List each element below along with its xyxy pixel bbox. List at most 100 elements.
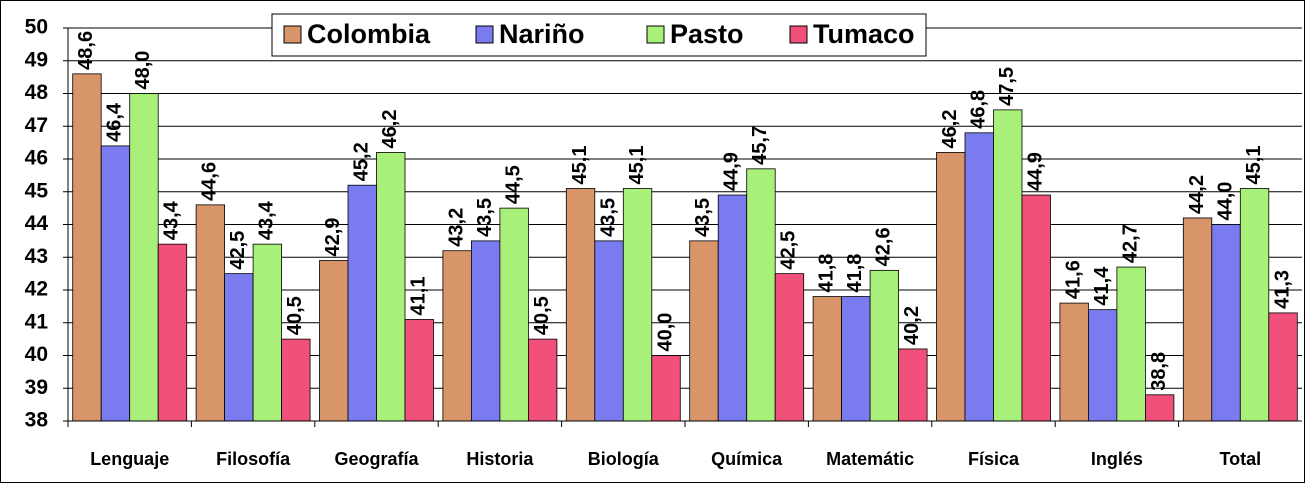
bar	[224, 273, 254, 422]
y-tick-label: 38	[25, 409, 49, 432]
value-label: 44,9	[1025, 152, 1047, 191]
value-label: 42,9	[322, 218, 344, 257]
bar	[1116, 266, 1146, 422]
value-label: 40,0	[654, 313, 676, 352]
y-tick-label: 45	[25, 179, 49, 202]
bar	[252, 243, 283, 422]
bar	[404, 319, 434, 422]
bar	[1268, 312, 1298, 422]
bar	[129, 93, 159, 422]
bar	[1145, 394, 1175, 422]
bar	[1182, 217, 1213, 422]
y-tick-label: 40	[25, 343, 48, 366]
bar	[594, 240, 624, 422]
bar	[565, 188, 596, 422]
legend-box	[271, 13, 927, 57]
x-tick-label: Geografía	[334, 449, 419, 469]
value-label: 42,6	[873, 227, 895, 266]
bar	[157, 243, 188, 422]
value-label: 40,5	[284, 296, 306, 335]
bar	[717, 194, 748, 422]
value-label: 48,6	[75, 31, 97, 70]
value-label: 41,8	[844, 254, 866, 293]
bar	[1239, 188, 1270, 422]
value-label: 38,8	[1148, 352, 1170, 391]
value-label: 44,0	[1214, 182, 1236, 221]
value-label: 42,5	[778, 231, 800, 270]
y-tick-label: 43	[25, 245, 48, 268]
bar	[442, 250, 472, 422]
value-label: 41,8	[816, 254, 838, 293]
bar	[622, 188, 653, 422]
value-label: 48,0	[132, 51, 154, 90]
value-label: 41,1	[408, 277, 430, 316]
value-label: 46,2	[939, 110, 961, 149]
y-tick-label: 39	[25, 376, 48, 399]
bar	[898, 348, 928, 422]
legend: Colombia Nariño Pasto Tumaco	[271, 13, 927, 57]
value-label: 44,2	[1186, 175, 1208, 214]
bar	[869, 269, 899, 422]
legend-label: Colombia	[307, 19, 431, 49]
y-tick-label: 41	[25, 310, 49, 333]
value-label: 45,1	[569, 146, 591, 185]
bar	[319, 260, 349, 422]
value-label: 43,4	[256, 200, 278, 240]
y-tick-label: 50	[25, 16, 48, 39]
legend-swatch	[283, 25, 302, 44]
legend-label: Tumaco	[813, 19, 915, 49]
bar	[1088, 309, 1118, 422]
legend-swatch	[646, 25, 665, 44]
bar	[499, 207, 529, 422]
value-label: 45,2	[351, 142, 373, 181]
bar	[1059, 302, 1089, 422]
y-tick-label: 49	[25, 48, 48, 71]
y-tick-label: 44	[25, 212, 49, 235]
value-label: 43,5	[597, 198, 619, 237]
value-label: 46,2	[379, 110, 401, 149]
legend-label: Pasto	[670, 19, 744, 49]
x-tick-label: Historia	[466, 449, 534, 469]
value-label: 47,5	[996, 67, 1018, 106]
y-tick-label: 46	[25, 147, 48, 170]
bar	[841, 296, 871, 422]
bar	[1211, 224, 1241, 422]
x-tick-label: Física	[968, 449, 1020, 469]
x-tick-label: Química	[711, 449, 783, 469]
bar	[774, 273, 805, 422]
x-tick-label: Matemátic	[826, 449, 914, 469]
value-label: 43,2	[445, 208, 467, 247]
value-label: 43,4	[161, 200, 183, 240]
value-label: 44,6	[199, 162, 221, 201]
bar	[993, 109, 1023, 422]
value-label: 42,7	[1119, 224, 1141, 263]
value-label: 41,3	[1271, 270, 1293, 309]
bar	[651, 355, 681, 422]
x-tick-label: Biología	[588, 449, 660, 469]
x-tick-label: Filosofía	[216, 449, 291, 469]
y-tick-label: 47	[25, 114, 48, 137]
legend-swatch	[789, 25, 808, 44]
value-label: 45,7	[749, 126, 771, 165]
value-label: 40,2	[901, 306, 923, 345]
value-label: 43,5	[692, 198, 714, 237]
bar	[936, 152, 966, 422]
bar	[528, 338, 558, 422]
x-tick-label: Lenguaje	[90, 449, 169, 469]
value-label: 40,5	[531, 296, 553, 335]
value-label: 44,9	[721, 152, 743, 191]
value-label: 45,1	[1243, 146, 1265, 185]
bar	[470, 240, 501, 422]
bar	[100, 145, 131, 422]
value-label: 41,4	[1091, 266, 1113, 306]
value-label: 46,4	[104, 102, 126, 142]
value-label: 42,5	[227, 231, 249, 270]
legend-label: Nariño	[499, 19, 585, 49]
value-label: 44,5	[502, 165, 524, 204]
value-label: 45,1	[626, 146, 648, 185]
x-tick-label: Inglés	[1091, 449, 1143, 469]
bar	[1021, 194, 1051, 422]
value-label: 46,8	[968, 90, 990, 129]
x-tick-label: Total	[1219, 449, 1261, 469]
